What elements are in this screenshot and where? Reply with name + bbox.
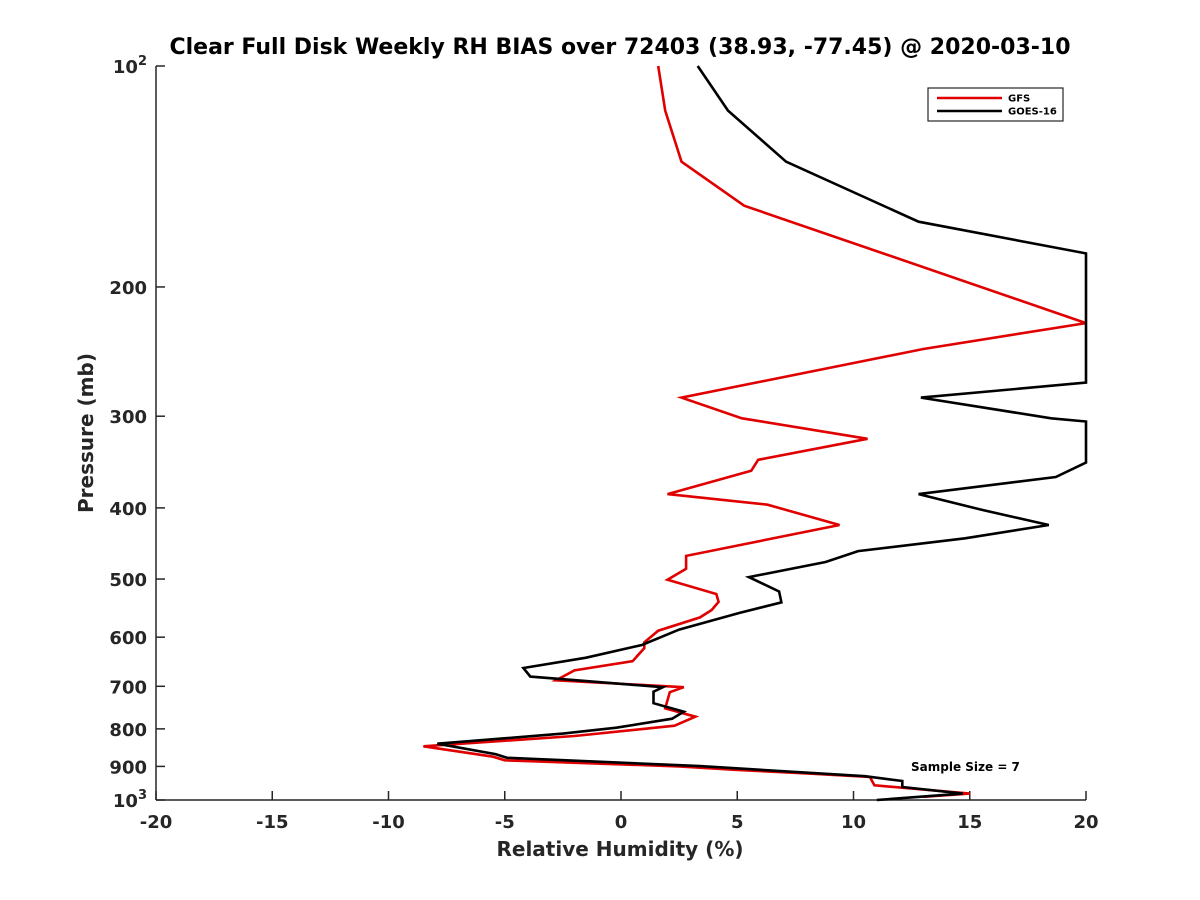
x-tick-label: 15 <box>957 812 982 833</box>
x-tick-label: -15 <box>256 812 289 833</box>
y-tick-label: 800 <box>109 720 147 741</box>
y-tick-label: 500 <box>109 570 147 591</box>
x-tick-label: -20 <box>140 812 173 833</box>
y-tick-label: 200 <box>109 278 147 299</box>
x-tick-label: -10 <box>372 812 405 833</box>
series-line-goes-16 <box>437 65 1088 802</box>
series-group <box>423 65 1088 802</box>
y-axis-ticks: 102 200 300 400 500 600 700 800 900 103 <box>109 54 165 812</box>
y-tick-label: 900 <box>109 757 147 778</box>
sample-size-annotation: Sample Size = 7 <box>911 760 1020 774</box>
y-tick-label: 400 <box>109 499 147 520</box>
x-tick-label: 5 <box>731 812 744 833</box>
x-tick-label: -5 <box>495 812 515 833</box>
legend-label-goes16: GOES-16 <box>1008 107 1057 118</box>
y-axis-label: Pressure (mb) <box>74 353 98 513</box>
x-tick-label: 20 <box>1073 812 1098 833</box>
y-tick-label: 600 <box>109 628 147 649</box>
legend-label-gfs: GFS <box>1008 94 1030 105</box>
y-tick-label: 103 <box>113 788 147 812</box>
x-axis-label: Relative Humidity (%) <box>496 837 743 861</box>
chart-title: Clear Full Disk Weekly RH BIAS over 7240… <box>169 35 1070 60</box>
legend-box <box>927 87 1064 122</box>
y-tick-label: 102 <box>113 54 147 78</box>
y-tick-label: 300 <box>109 407 147 428</box>
legend: GFS GOES-16 <box>927 87 1064 122</box>
y-tick-label: 700 <box>109 677 147 698</box>
series-line-gfs <box>423 65 1087 799</box>
x-axis-ticks: -20 -15 -10 -5 0 5 10 15 20 <box>140 791 1099 833</box>
x-tick-label: 0 <box>615 812 628 833</box>
x-tick-label: 10 <box>841 812 866 833</box>
